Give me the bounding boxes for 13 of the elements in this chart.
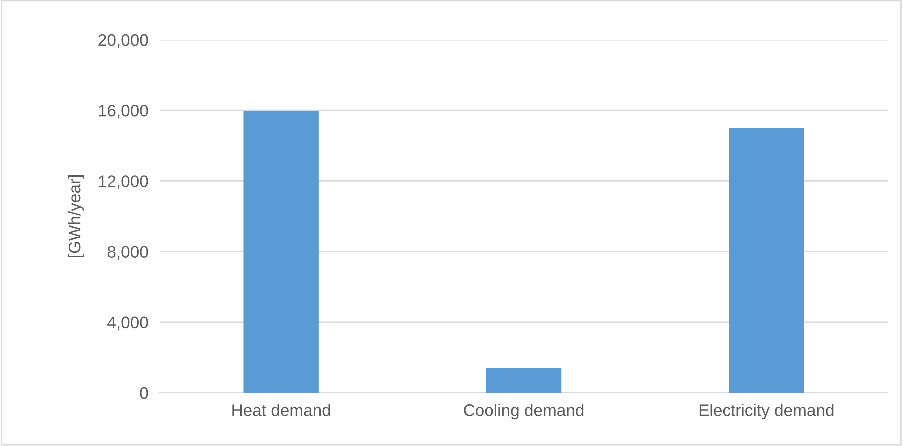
y-axis-title: [GWh/year] [68, 176, 84, 258]
x-tick-label: Heat demand [232, 404, 330, 416]
y-tick-label: 0 [140, 387, 148, 400]
y-tick-label: 4,000 [108, 316, 148, 331]
y-tick-label: 8,000 [108, 246, 148, 260]
x-tick-label: Electricity demand [700, 404, 834, 420]
bar [729, 128, 804, 393]
y-tick-label: 20,000 [98, 34, 148, 48]
bar [486, 368, 562, 393]
y-tick-label: 16,000 [99, 105, 148, 119]
x-tick-label: Cooling demand [464, 404, 584, 420]
bar [244, 111, 319, 393]
y-tick-label: 12,000 [99, 176, 148, 190]
